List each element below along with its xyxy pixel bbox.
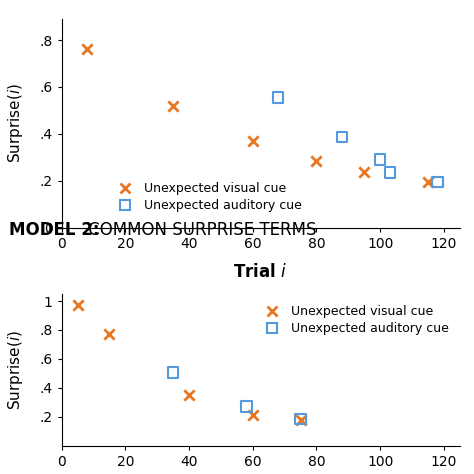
Point xyxy=(424,178,432,186)
Point xyxy=(249,137,256,145)
Text: Surprise($i$): Surprise($i$) xyxy=(6,330,25,410)
Point xyxy=(74,301,82,309)
Text: Trial $\it{i}$: Trial $\it{i}$ xyxy=(234,263,288,281)
Point xyxy=(169,369,177,376)
Point xyxy=(274,94,282,101)
Point xyxy=(106,330,113,338)
Point xyxy=(297,416,304,423)
Point xyxy=(313,157,320,164)
Point xyxy=(243,403,250,410)
Point xyxy=(386,169,393,176)
Text: Surprise($i$): Surprise($i$) xyxy=(6,83,25,163)
Point xyxy=(185,391,193,399)
Point xyxy=(297,415,304,423)
Legend: Unexpected visual cue, Unexpected auditory cue: Unexpected visual cue, Unexpected audito… xyxy=(255,300,454,340)
Point xyxy=(360,169,368,176)
Text: MODEL 2:: MODEL 2: xyxy=(9,221,100,239)
Legend: Unexpected visual cue, Unexpected auditory cue: Unexpected visual cue, Unexpected audito… xyxy=(108,177,307,217)
Text: COMMON SURPRISE TERMS: COMMON SURPRISE TERMS xyxy=(83,221,317,239)
Point xyxy=(434,178,441,186)
Point xyxy=(338,134,346,141)
Point xyxy=(376,156,384,164)
Point xyxy=(83,46,91,53)
Point xyxy=(169,102,177,109)
Point xyxy=(249,410,256,418)
